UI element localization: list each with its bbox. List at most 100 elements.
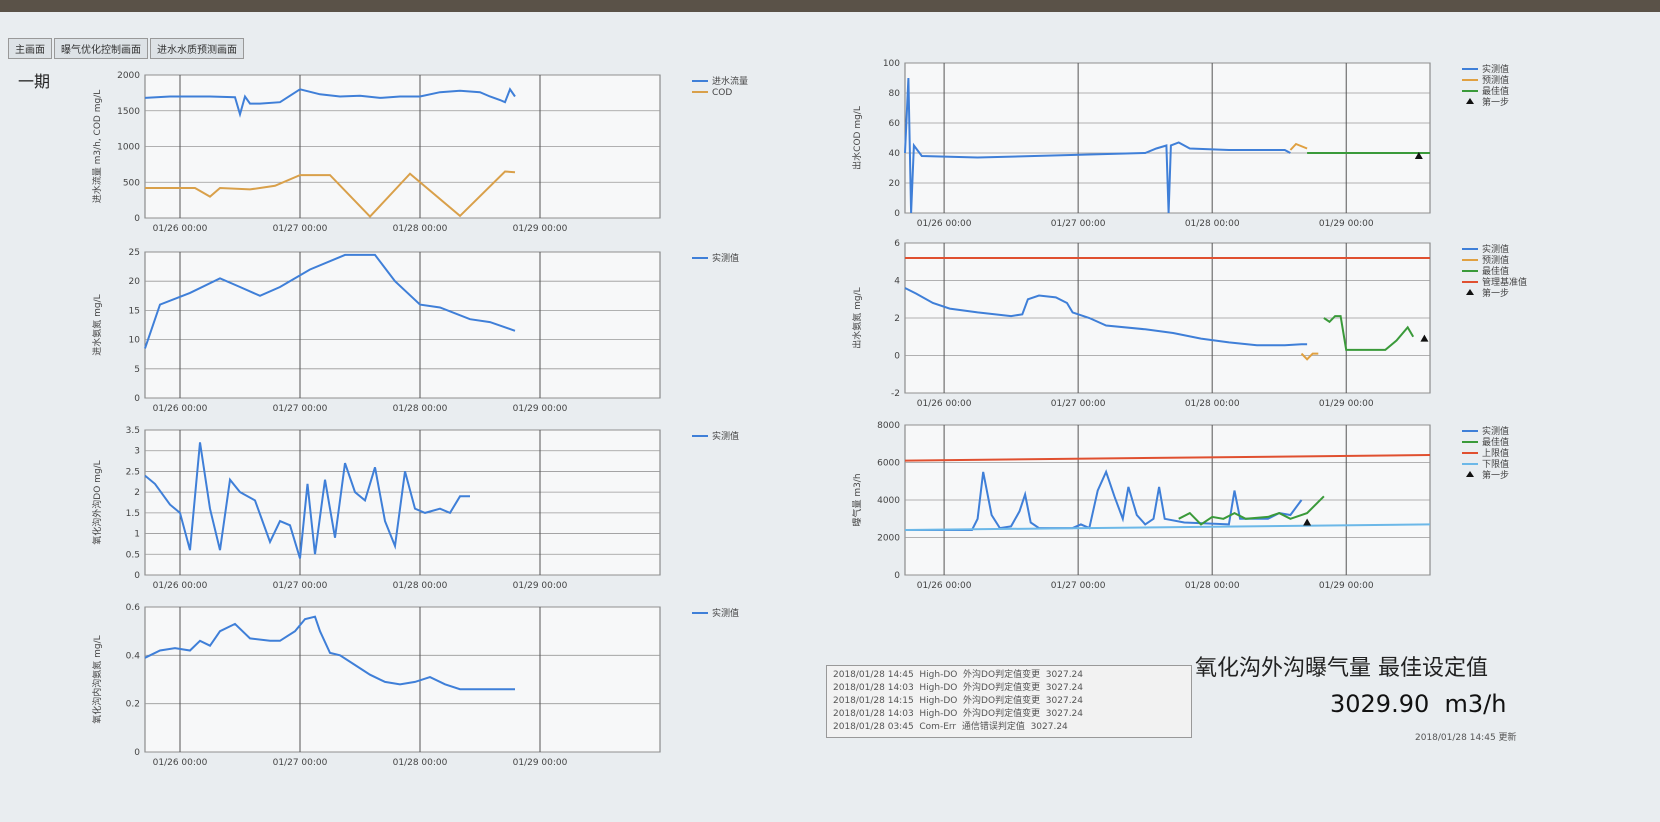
- screen: 主画面 曝气优化控制画面 进水水质预测画面 一期 050010001500200…: [0, 0, 1660, 822]
- x-tick-label: 01/29 00:00: [1319, 219, 1374, 229]
- x-tick-label: 01/29 00:00: [513, 581, 568, 591]
- y-tick-label: 0: [134, 748, 140, 758]
- x-tick-label: 01/29 00:00: [513, 404, 568, 414]
- y-axis-label: 进水氨氮 mg/L: [91, 294, 103, 355]
- y-tick-label: 100: [883, 59, 900, 69]
- y-tick-label: 8000: [877, 421, 900, 431]
- y-tick-label: 1000: [117, 143, 140, 153]
- x-tick-label: 01/26 00:00: [153, 758, 208, 768]
- x-tick-label: 01/27 00:00: [1051, 399, 1106, 409]
- y-tick-label: 0.4: [126, 651, 141, 661]
- legend-label: 管理基准值: [1482, 276, 1527, 288]
- legend-label: COD: [712, 88, 732, 98]
- event-log: 2018/01/28 14:45 High-DO 外沟DO判定值变更 3027.…: [826, 665, 1192, 738]
- y-tick-label: 1: [134, 530, 140, 540]
- y-tick-label: 2: [894, 314, 900, 324]
- y-tick-label: 0: [894, 571, 900, 581]
- y-axis-label: 出水COD mg/L: [851, 106, 863, 170]
- y-tick-label: 0: [134, 214, 140, 224]
- legend-marker: [1466, 98, 1474, 104]
- x-tick-label: 01/29 00:00: [1319, 581, 1374, 591]
- y-tick-label: 40: [889, 149, 901, 159]
- y-tick-label: 25: [129, 248, 140, 258]
- y-tick-label: 0: [134, 394, 140, 404]
- legend-label: 实测值: [712, 430, 739, 442]
- x-tick-label: 01/27 00:00: [273, 581, 328, 591]
- y-tick-label: 80: [889, 89, 901, 99]
- x-tick-label: 01/29 00:00: [513, 224, 568, 234]
- y-tick-label: 20: [129, 277, 141, 287]
- y-tick-label: 20: [889, 179, 901, 189]
- x-tick-label: 01/27 00:00: [273, 224, 328, 234]
- legend-label: 最佳值: [1482, 85, 1509, 97]
- legend-marker: [1466, 289, 1474, 295]
- value: 3029.90: [1330, 690, 1429, 718]
- x-tick-label: 01/26 00:00: [917, 219, 972, 229]
- y-tick-label: 2000: [117, 71, 140, 81]
- x-tick-label: 01/27 00:00: [273, 404, 328, 414]
- x-tick-label: 01/28 00:00: [393, 581, 448, 591]
- x-tick-label: 01/26 00:00: [153, 224, 208, 234]
- y-tick-label: 10: [129, 336, 141, 346]
- y-axis-label: 氧化沟外沟DO mg/L: [91, 460, 103, 544]
- y-axis-label: 出水氨氮 mg/L: [851, 287, 863, 348]
- x-tick-label: 01/26 00:00: [153, 581, 208, 591]
- y-tick-label: 500: [123, 178, 140, 188]
- y-tick-label: 0.5: [126, 550, 140, 560]
- legend-label: 实测值: [1482, 243, 1509, 255]
- x-tick-label: 01/26 00:00: [153, 404, 208, 414]
- legend-label: 第一步: [1482, 96, 1509, 108]
- legend-label: 预测值: [1482, 74, 1509, 86]
- plot-area: [145, 607, 660, 752]
- legend-label: 实测值: [712, 252, 739, 264]
- log-line: 2018/01/28 14:15 High-DO 外沟DO判定值变更 3027.…: [833, 695, 1185, 708]
- y-tick-label: 15: [129, 306, 140, 316]
- y-tick-label: 5: [134, 365, 140, 375]
- unit: m3/h: [1445, 690, 1507, 718]
- legend-marker: [1466, 471, 1474, 477]
- legend-label: 进水流量: [712, 75, 748, 87]
- log-line: 2018/01/28 03:45 Com-Err 通信错误判定值 3027.24: [833, 721, 1185, 734]
- legend-label: 实测值: [1482, 63, 1509, 75]
- y-axis-label: 进水流量 m3/h, COD mg/L: [91, 90, 103, 204]
- y-axis-label: 氧化沟内沟氨氮 mg/L: [91, 635, 103, 723]
- setpoint-value: 3029.90 m3/h: [1330, 690, 1506, 718]
- log-line: 2018/01/28 14:45 High-DO 外沟DO判定值变更 3027.…: [833, 669, 1185, 682]
- y-tick-label: 6000: [877, 459, 900, 469]
- y-tick-label: 0: [894, 209, 900, 219]
- legend-label: 上限值: [1482, 447, 1509, 459]
- x-tick-label: 01/27 00:00: [1051, 581, 1106, 591]
- x-tick-label: 01/26 00:00: [917, 581, 972, 591]
- legend-label: 下限值: [1482, 458, 1509, 470]
- y-tick-label: 60: [889, 119, 901, 129]
- plot-area: [145, 252, 660, 398]
- legend-label: 最佳值: [1482, 265, 1509, 277]
- y-tick-label: -2: [891, 389, 900, 399]
- y-axis-label: 曝气量 m3/h: [851, 473, 863, 526]
- y-tick-label: 1500: [117, 107, 140, 117]
- log-line: 2018/01/28 14:03 High-DO 外沟DO判定值变更 3027.…: [833, 682, 1185, 695]
- x-tick-label: 01/28 00:00: [1185, 581, 1240, 591]
- legend-label: 第一步: [1482, 469, 1509, 481]
- x-tick-label: 01/26 00:00: [917, 399, 972, 409]
- legend-label: 第一步: [1482, 287, 1509, 299]
- legend-label: 实测值: [1482, 425, 1509, 437]
- legend-label: 最佳值: [1482, 436, 1509, 448]
- x-tick-label: 01/28 00:00: [393, 404, 448, 414]
- y-tick-label: 3.5: [126, 426, 140, 436]
- y-tick-label: 2.5: [126, 467, 140, 477]
- y-tick-label: 0.2: [126, 700, 140, 710]
- y-tick-label: 2: [134, 488, 140, 498]
- y-tick-label: 4: [894, 277, 900, 287]
- y-tick-label: 4000: [877, 496, 900, 506]
- y-tick-label: 0.6: [126, 603, 141, 613]
- x-tick-label: 01/29 00:00: [513, 758, 568, 768]
- x-tick-label: 01/27 00:00: [273, 758, 328, 768]
- y-tick-label: 0: [134, 571, 140, 581]
- log-line: 2018/01/28 14:03 High-DO 外沟DO判定值变更 3027.…: [833, 708, 1185, 721]
- y-tick-label: 2000: [877, 534, 900, 544]
- legend-label: 预测值: [1482, 254, 1509, 266]
- y-tick-label: 3: [134, 447, 140, 457]
- x-tick-label: 01/28 00:00: [393, 758, 448, 768]
- y-tick-label: 0: [894, 352, 900, 362]
